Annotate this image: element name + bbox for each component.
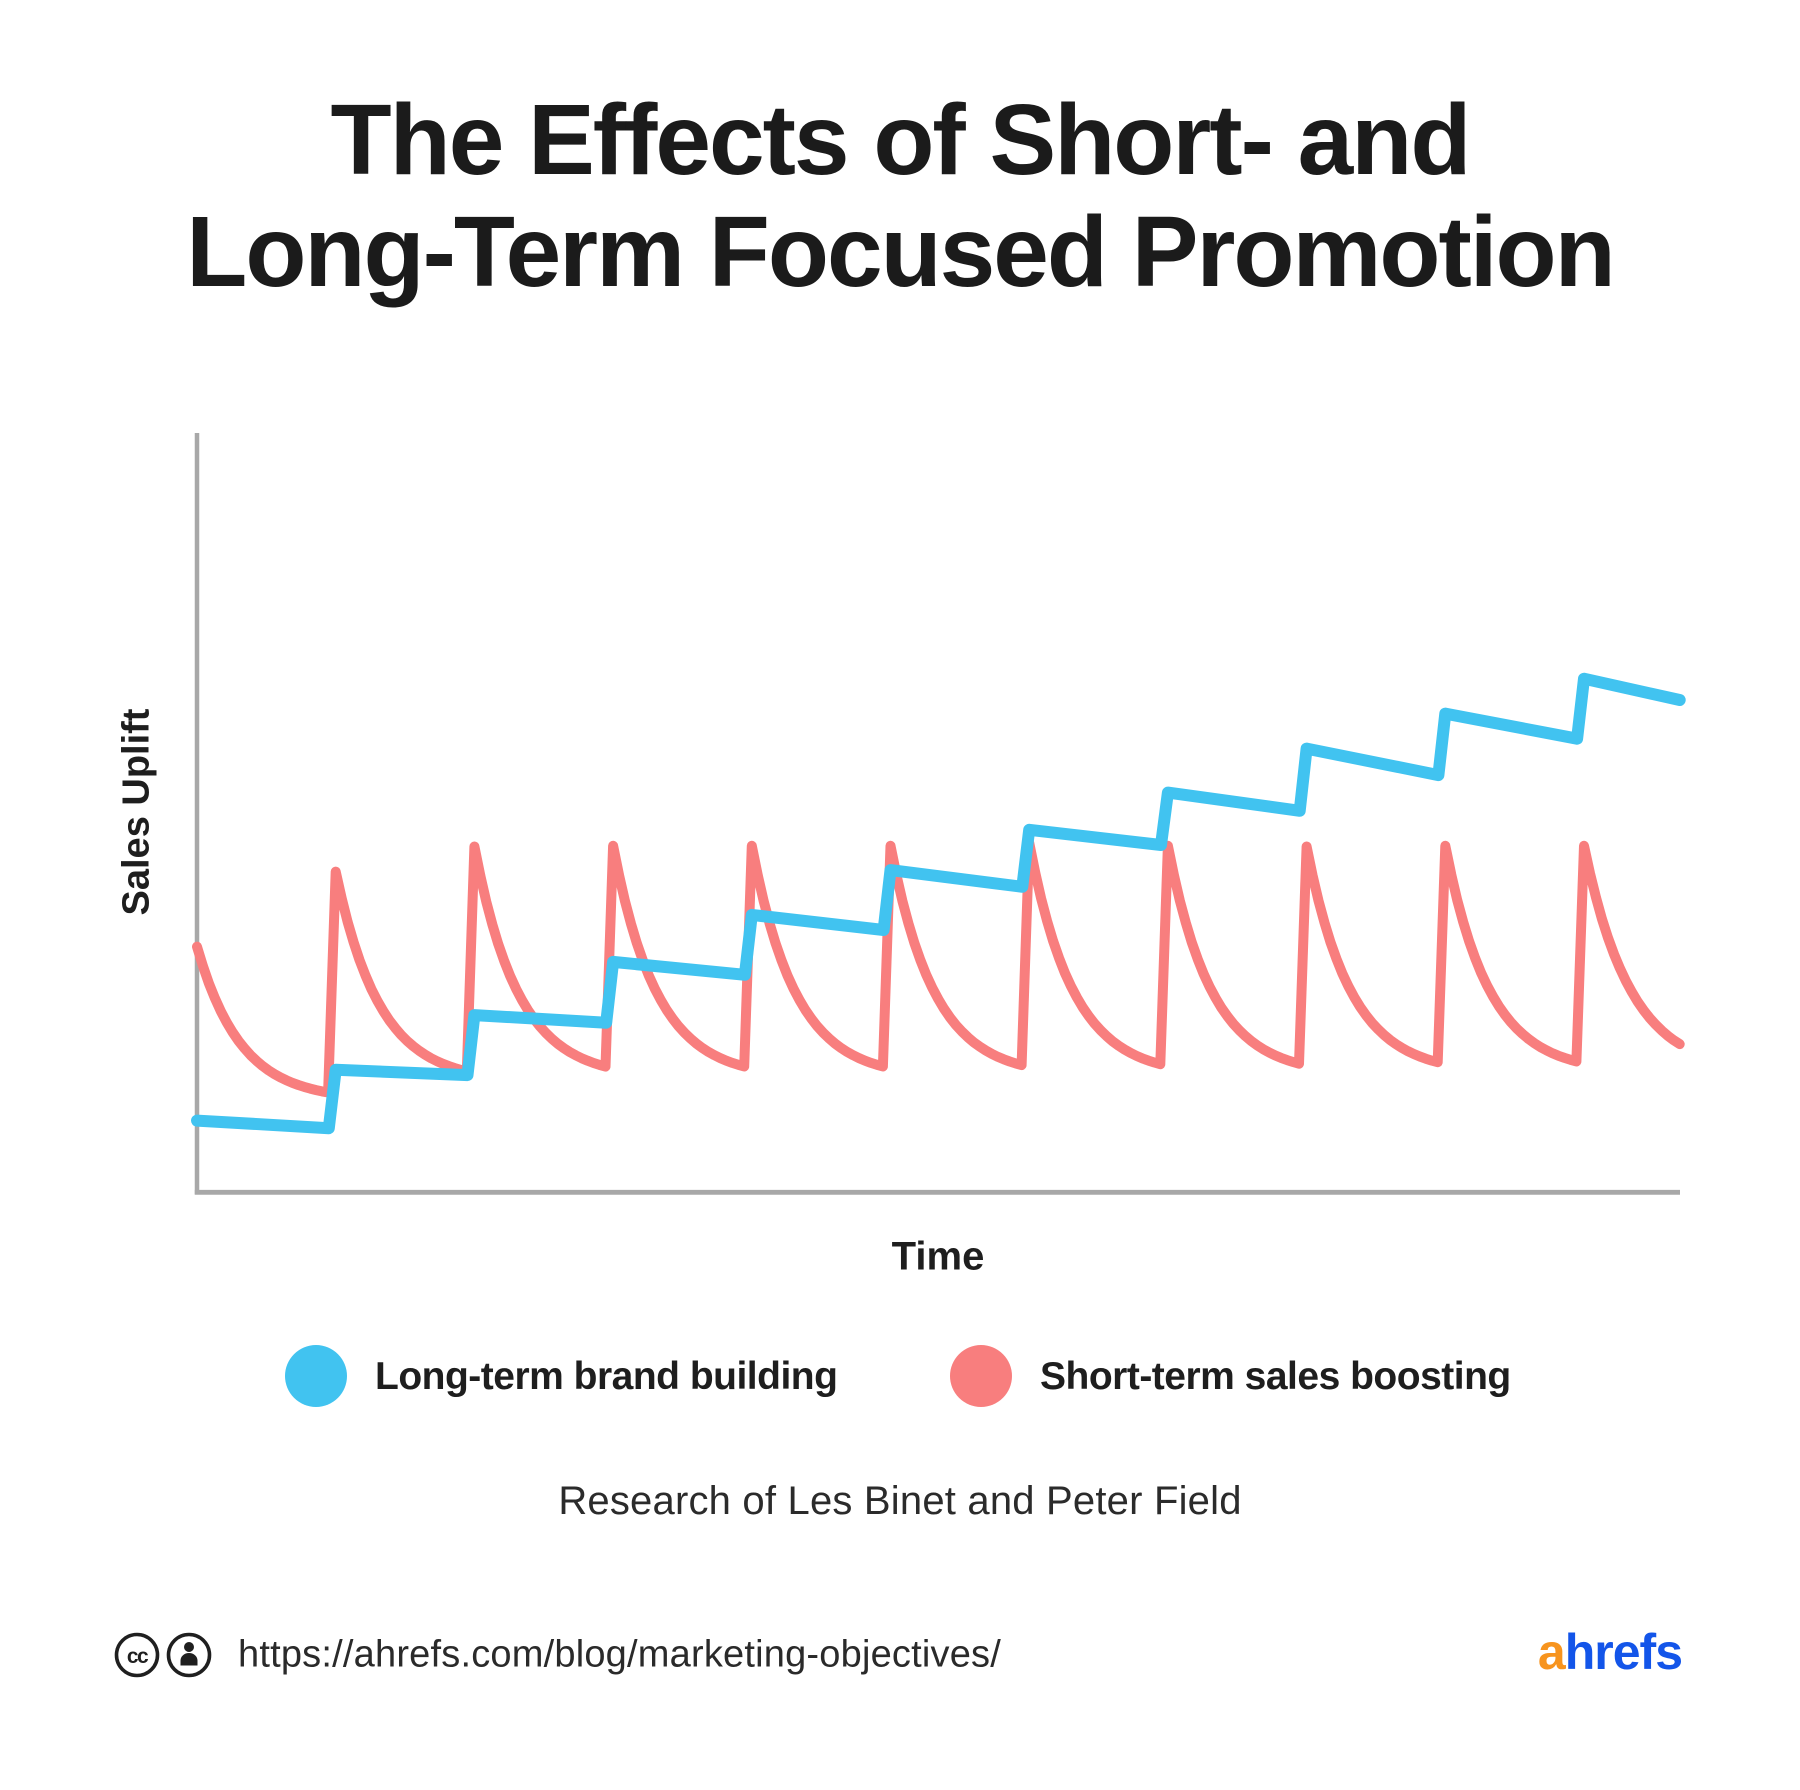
ahrefs-logo-hrefs: hrefs xyxy=(1564,1623,1683,1680)
legend-dot-long-term xyxy=(285,1345,347,1407)
source-url: https://ahrefs.com/blog/marketing-object… xyxy=(238,1633,1002,1676)
ahrefs-logo-a: a xyxy=(1537,1623,1566,1680)
y-axis-label: Sales Uplift xyxy=(115,708,158,916)
legend-label-short-term: Short-term sales boosting xyxy=(1040,1355,1511,1398)
x-axis-label: Time xyxy=(891,1234,985,1279)
chart-title: The Effects of Short- and Long-Term Focu… xyxy=(0,84,1800,308)
long-term-brand-series-line xyxy=(191,672,1686,1135)
chart-title-line2: Long-Term Focused Promotion xyxy=(186,196,1615,308)
svg-text:cc: cc xyxy=(127,1645,149,1668)
cc-icon: cc xyxy=(114,1632,160,1678)
short-term-sales-series-line xyxy=(192,837,1685,1098)
ahrefs-logo: ahrefs xyxy=(1537,1623,1683,1681)
license-icons: cc xyxy=(114,1632,212,1678)
legend-dot-short-term xyxy=(950,1345,1012,1407)
attribution-icon xyxy=(166,1632,212,1678)
legend-label-long-term: Long-term brand building xyxy=(375,1355,838,1398)
source-caption: Research of Les Binet and Peter Field xyxy=(558,1479,1242,1523)
chart-title-line1: The Effects of Short- and xyxy=(330,84,1472,196)
